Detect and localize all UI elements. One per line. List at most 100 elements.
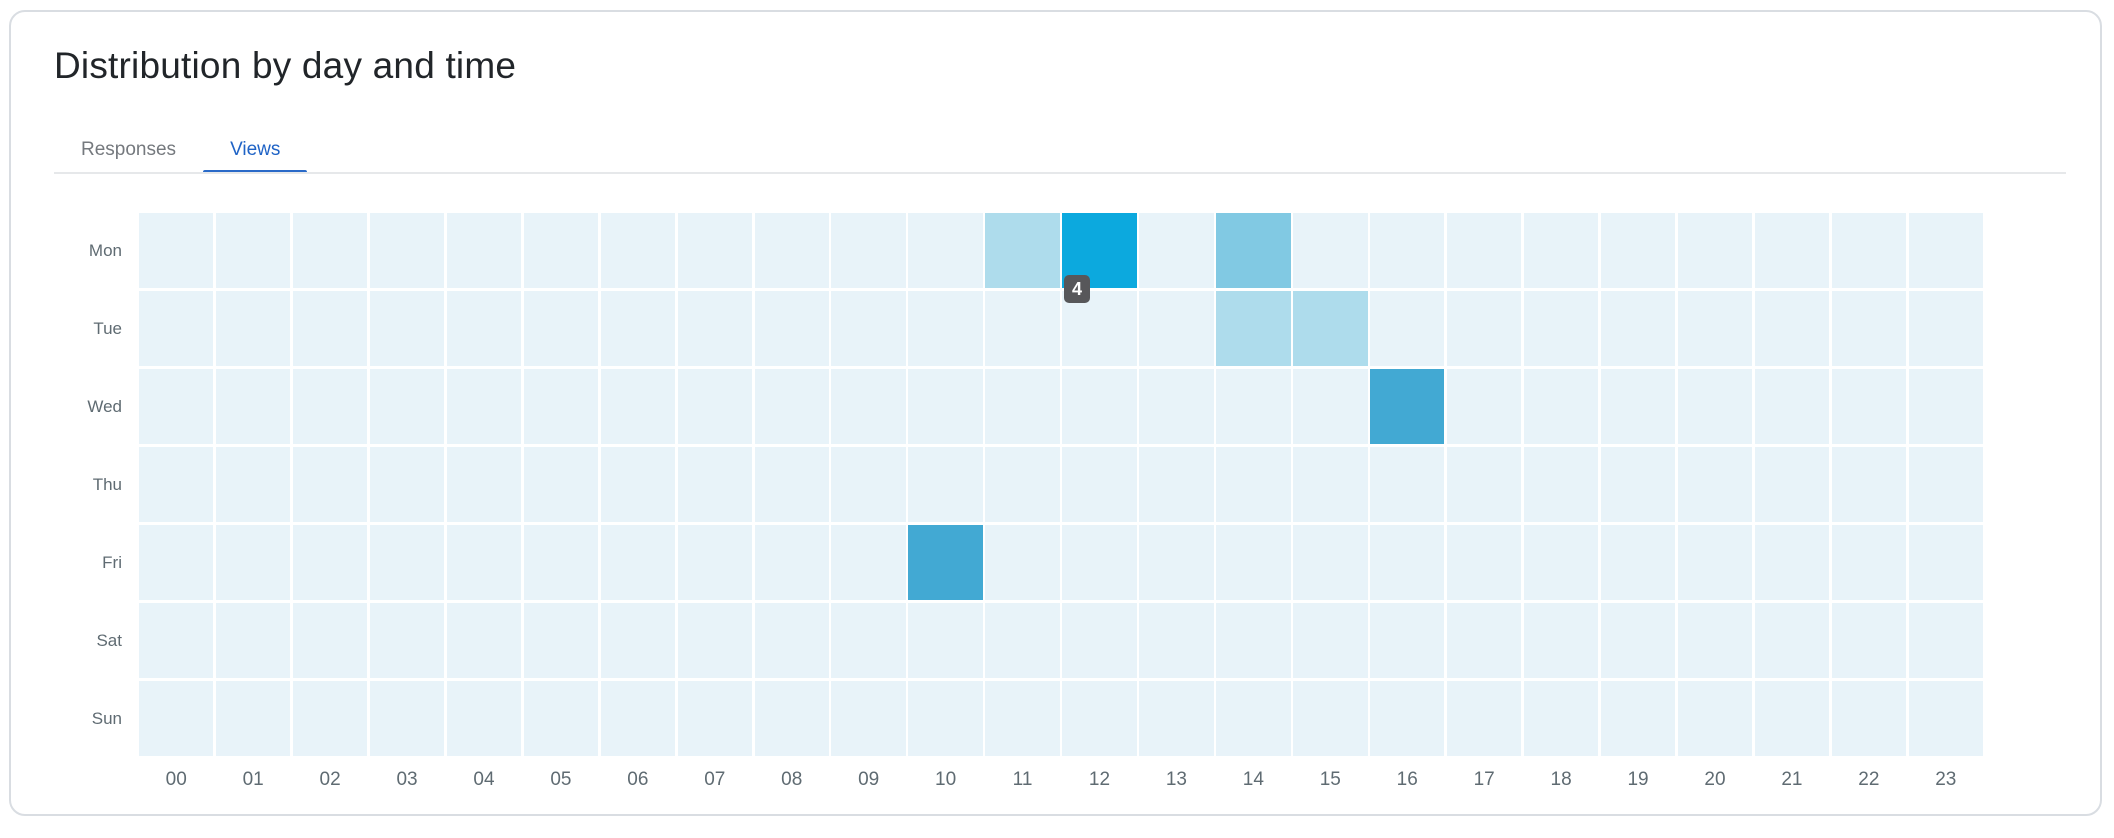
heatmap-cell[interactable] bbox=[1216, 369, 1291, 444]
heatmap-cell[interactable] bbox=[1908, 291, 1983, 366]
heatmap-cell[interactable] bbox=[831, 447, 906, 522]
heatmap-cell[interactable] bbox=[908, 369, 983, 444]
heatmap-cell[interactable] bbox=[523, 525, 599, 600]
heatmap-cell[interactable] bbox=[1677, 603, 1753, 678]
heatmap-cell[interactable] bbox=[1908, 525, 1983, 600]
heatmap-cell[interactable] bbox=[1523, 603, 1599, 678]
heatmap-cell[interactable] bbox=[908, 447, 983, 522]
heatmap-cell[interactable] bbox=[1216, 447, 1291, 522]
heatmap-cell[interactable] bbox=[1062, 447, 1137, 522]
heatmap-cell[interactable] bbox=[1908, 447, 1983, 522]
heatmap-cell[interactable] bbox=[985, 291, 1060, 366]
heatmap-cell[interactable] bbox=[1293, 213, 1368, 288]
heatmap-cell[interactable] bbox=[1831, 447, 1907, 522]
heatmap-cell[interactable] bbox=[1293, 447, 1368, 522]
heatmap-cell[interactable] bbox=[292, 369, 368, 444]
heatmap-cell[interactable] bbox=[1831, 525, 1907, 600]
heatmap-cell[interactable] bbox=[1677, 525, 1753, 600]
heatmap-cell[interactable] bbox=[908, 603, 983, 678]
heatmap-cell[interactable] bbox=[523, 447, 599, 522]
heatmap-cell[interactable] bbox=[215, 603, 291, 678]
heatmap-cell[interactable] bbox=[139, 213, 214, 288]
heatmap-cell[interactable] bbox=[1216, 291, 1291, 366]
heatmap-cell[interactable] bbox=[1754, 681, 1830, 756]
heatmap-cell[interactable] bbox=[754, 681, 829, 756]
heatmap-cell[interactable] bbox=[369, 447, 445, 522]
heatmap-cell[interactable] bbox=[831, 369, 906, 444]
heatmap-cell[interactable] bbox=[1446, 291, 1522, 366]
heatmap-cell[interactable] bbox=[1370, 291, 1445, 366]
heatmap-cell[interactable] bbox=[1600, 213, 1676, 288]
heatmap-cell[interactable] bbox=[1831, 213, 1907, 288]
heatmap-cell[interactable] bbox=[369, 681, 445, 756]
heatmap-cell[interactable] bbox=[1754, 291, 1830, 366]
heatmap-cell[interactable] bbox=[1754, 525, 1830, 600]
heatmap-cell[interactable] bbox=[1216, 681, 1291, 756]
heatmap-cell[interactable] bbox=[985, 369, 1060, 444]
heatmap-cell[interactable] bbox=[1523, 213, 1599, 288]
heatmap-cell[interactable] bbox=[1139, 447, 1214, 522]
heatmap-cell[interactable] bbox=[369, 291, 445, 366]
heatmap-cell[interactable] bbox=[1062, 525, 1137, 600]
heatmap-cell[interactable] bbox=[754, 603, 829, 678]
heatmap-cell[interactable] bbox=[1600, 447, 1676, 522]
heatmap-cell[interactable] bbox=[677, 525, 752, 600]
heatmap-cell[interactable] bbox=[292, 213, 368, 288]
heatmap-cell[interactable] bbox=[1139, 369, 1214, 444]
heatmap-cell[interactable] bbox=[1446, 603, 1522, 678]
heatmap-cell[interactable] bbox=[1370, 603, 1445, 678]
heatmap-cell[interactable] bbox=[369, 213, 445, 288]
heatmap-cell[interactable] bbox=[215, 291, 291, 366]
heatmap-cell[interactable] bbox=[1754, 369, 1830, 444]
heatmap-cell[interactable] bbox=[446, 369, 522, 444]
heatmap-cell[interactable] bbox=[908, 291, 983, 366]
heatmap-cell[interactable] bbox=[446, 525, 522, 600]
heatmap-cell[interactable] bbox=[139, 369, 214, 444]
heatmap-cell[interactable] bbox=[369, 525, 445, 600]
heatmap-cell[interactable] bbox=[985, 447, 1060, 522]
heatmap-cell[interactable] bbox=[139, 603, 214, 678]
heatmap-cell[interactable] bbox=[677, 291, 752, 366]
heatmap-cell[interactable] bbox=[1216, 213, 1291, 288]
heatmap-cell[interactable] bbox=[831, 213, 906, 288]
heatmap-cell[interactable] bbox=[139, 525, 214, 600]
heatmap-cell[interactable] bbox=[215, 447, 291, 522]
heatmap-cell[interactable] bbox=[1754, 213, 1830, 288]
heatmap-cell[interactable] bbox=[985, 525, 1060, 600]
heatmap-cell[interactable] bbox=[446, 681, 522, 756]
heatmap-cell[interactable] bbox=[1677, 369, 1753, 444]
heatmap-cell[interactable] bbox=[292, 447, 368, 522]
heatmap-cell[interactable] bbox=[985, 213, 1060, 288]
heatmap-cell[interactable] bbox=[369, 603, 445, 678]
heatmap-cell[interactable] bbox=[831, 291, 906, 366]
heatmap-cell[interactable] bbox=[523, 603, 599, 678]
heatmap-cell[interactable] bbox=[1677, 291, 1753, 366]
heatmap-cell[interactable] bbox=[1293, 525, 1368, 600]
heatmap-cell[interactable] bbox=[523, 369, 599, 444]
heatmap-cell[interactable] bbox=[1370, 369, 1445, 444]
heatmap-cell[interactable] bbox=[1754, 447, 1830, 522]
heatmap-cell[interactable] bbox=[523, 213, 599, 288]
heatmap-cell[interactable] bbox=[1523, 291, 1599, 366]
heatmap-cell[interactable] bbox=[1370, 447, 1445, 522]
heatmap-cell[interactable] bbox=[1446, 447, 1522, 522]
heatmap-cell[interactable] bbox=[754, 525, 829, 600]
heatmap-cell[interactable] bbox=[1908, 681, 1983, 756]
heatmap-cell[interactable] bbox=[1831, 681, 1907, 756]
heatmap-cell[interactable] bbox=[985, 681, 1060, 756]
heatmap-cell[interactable] bbox=[1370, 525, 1445, 600]
heatmap-cell[interactable] bbox=[1600, 681, 1676, 756]
heatmap-cell[interactable] bbox=[600, 213, 676, 288]
heatmap-cell[interactable] bbox=[1908, 603, 1983, 678]
heatmap-cell[interactable] bbox=[1293, 369, 1368, 444]
heatmap-cell[interactable] bbox=[831, 603, 906, 678]
heatmap-cell[interactable] bbox=[831, 681, 906, 756]
heatmap-cell[interactable] bbox=[1139, 291, 1214, 366]
heatmap-cell[interactable] bbox=[600, 525, 676, 600]
heatmap-cell[interactable] bbox=[677, 681, 752, 756]
heatmap-cell[interactable] bbox=[600, 291, 676, 366]
heatmap-cell[interactable] bbox=[523, 681, 599, 756]
heatmap-cell[interactable] bbox=[1370, 213, 1445, 288]
heatmap-cell[interactable] bbox=[600, 447, 676, 522]
heatmap-cell[interactable] bbox=[908, 525, 983, 600]
